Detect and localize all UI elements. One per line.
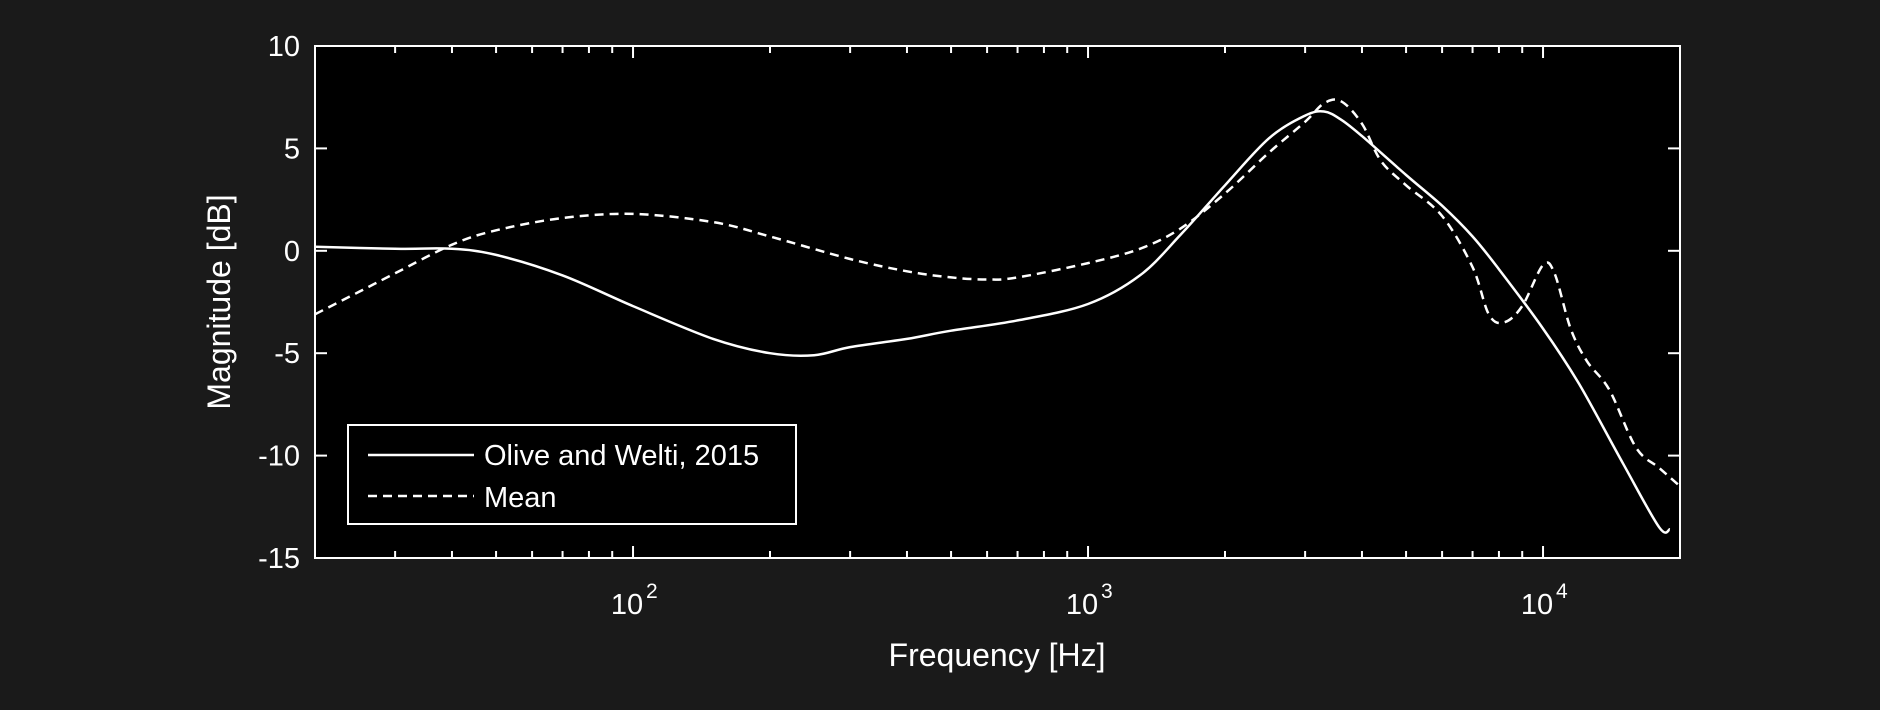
x-tick-exponent: 3 [1101, 580, 1113, 603]
x-tick-exponent: 4 [1556, 580, 1568, 603]
x-tick-exponent: 2 [646, 580, 658, 603]
series-line-mean [314, 98, 1681, 488]
legend-label-olive-welti: Olive and Welti, 2015 [484, 440, 759, 472]
plot-frame [314, 45, 1681, 559]
series-layer [314, 98, 1681, 534]
legend-box [347, 424, 797, 525]
x-tick-label: 10 [611, 589, 643, 621]
x-axis-label: Frequency [Hz] [889, 637, 1106, 673]
y-tick-label: -15 [258, 543, 300, 575]
y-tick-label: 5 [284, 133, 300, 165]
x-tick-label: 10 [1521, 589, 1553, 621]
x-tick-label: 10 [1066, 589, 1098, 621]
series-line-olive-welti [314, 110, 1671, 534]
y-tick-label: 0 [284, 236, 300, 268]
y-tick-label: 10 [268, 31, 300, 63]
y-axis-label: Magnitude [dB] [201, 194, 237, 409]
legend: Olive and Welti, 2015 Mean [347, 424, 797, 525]
y-tick-label: -10 [258, 441, 300, 473]
y-tick-label: -5 [274, 338, 300, 370]
legend-label-mean: Mean [484, 482, 557, 514]
